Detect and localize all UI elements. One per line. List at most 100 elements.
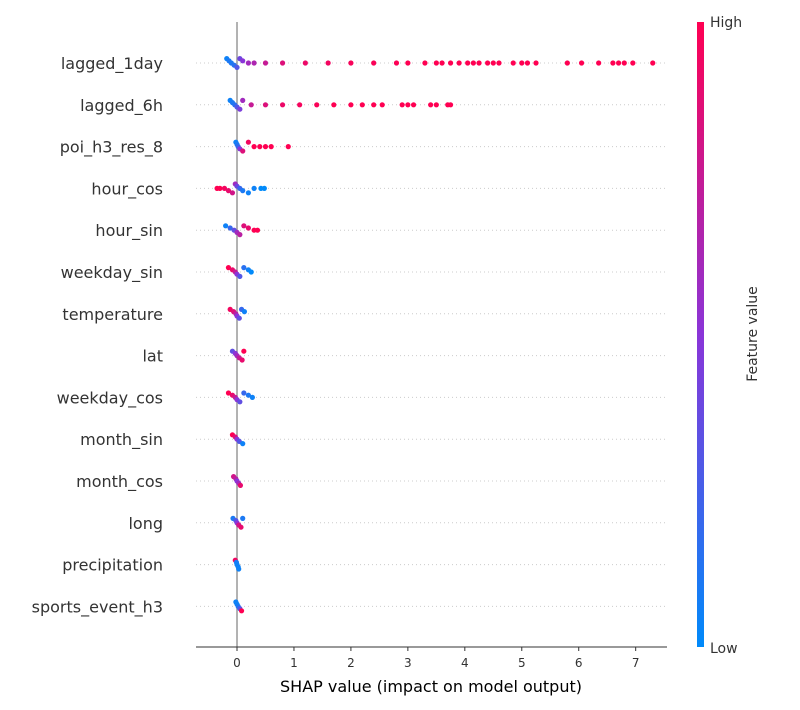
shap-point bbox=[410, 102, 417, 108]
shap-point bbox=[237, 106, 243, 112]
feature-label-temperature: temperature bbox=[62, 305, 163, 324]
shap-point bbox=[268, 144, 274, 150]
colorbar-title: Feature value bbox=[745, 286, 761, 382]
shap-point bbox=[490, 60, 496, 66]
shap-point bbox=[227, 225, 233, 231]
shap-point bbox=[225, 390, 232, 396]
feature-label-hour-cos: hour_cos bbox=[91, 179, 163, 199]
shap-point bbox=[331, 102, 337, 108]
x-tick-label: 2 bbox=[347, 656, 355, 670]
shap-point bbox=[470, 60, 476, 66]
shap-point bbox=[596, 60, 602, 66]
shap-point bbox=[405, 60, 411, 66]
shap-point bbox=[237, 232, 243, 238]
x-tick-label: 5 bbox=[518, 656, 526, 670]
shap-point bbox=[245, 190, 251, 196]
feature-label-precipitation: precipitation bbox=[62, 556, 163, 575]
x-axis: 0 1 2 3 4 5 6 7 bbox=[196, 646, 667, 670]
shap-point bbox=[238, 524, 244, 530]
feature-label-lagged-1day: lagged_1day bbox=[61, 54, 163, 74]
feature-label-long: long bbox=[128, 514, 163, 533]
x-tick-label: 6 bbox=[575, 656, 583, 670]
shap-point bbox=[240, 97, 246, 103]
shap-point bbox=[241, 390, 247, 396]
row-guides bbox=[196, 62, 667, 607]
x-ticks: 0 1 2 3 4 5 6 7 bbox=[233, 647, 639, 670]
shap-point bbox=[447, 102, 454, 108]
feature-label-lagged-6h: lagged_6h bbox=[80, 96, 163, 116]
x-tick-label: 1 bbox=[290, 656, 298, 670]
x-tick-label: 4 bbox=[461, 656, 469, 670]
shap-point bbox=[578, 60, 585, 66]
shap-point bbox=[433, 102, 439, 108]
shap-point bbox=[262, 102, 269, 108]
shap-point bbox=[405, 102, 411, 108]
shap-point bbox=[245, 60, 251, 66]
shap-point bbox=[251, 144, 257, 150]
shap-point bbox=[241, 348, 247, 354]
shap-point bbox=[456, 60, 462, 66]
shap-point bbox=[239, 357, 245, 363]
shap-point bbox=[225, 188, 232, 194]
shap-point bbox=[379, 102, 385, 108]
shap-point bbox=[248, 269, 254, 275]
points-layer bbox=[214, 56, 656, 614]
shap-point bbox=[225, 265, 232, 271]
shap-point bbox=[241, 265, 247, 271]
shap-point bbox=[254, 227, 261, 233]
shap-point bbox=[279, 102, 286, 108]
shap-point bbox=[325, 60, 331, 66]
shap-point bbox=[221, 185, 228, 191]
shap-point bbox=[285, 144, 291, 150]
shap-point bbox=[237, 273, 243, 279]
feature-labels: lagged_1day lagged_6h poi_h3_res_8 hour_cos… bbox=[32, 54, 163, 617]
shap-point bbox=[428, 102, 434, 108]
shap-point bbox=[240, 148, 246, 154]
shap-point bbox=[240, 441, 246, 447]
shap-point bbox=[245, 392, 251, 398]
shap-point bbox=[615, 60, 622, 66]
shap-point bbox=[433, 60, 439, 66]
colorbar: High Low Feature value bbox=[697, 15, 761, 657]
shap-point bbox=[564, 60, 570, 66]
feature-label-lat: lat bbox=[142, 347, 163, 366]
shap-point bbox=[245, 139, 251, 145]
shap-point bbox=[650, 60, 656, 66]
shap-point bbox=[241, 309, 248, 315]
colorbar-gradient bbox=[697, 22, 704, 647]
shap-point bbox=[217, 185, 223, 191]
shap-point bbox=[371, 60, 377, 66]
shap-point bbox=[237, 482, 244, 488]
shap-point bbox=[241, 223, 247, 229]
feature-label-sports-event-h3: sports_event_h3 bbox=[32, 597, 163, 617]
shap-point bbox=[519, 60, 525, 66]
shap-point bbox=[359, 102, 365, 108]
shap-point bbox=[240, 515, 246, 522]
colorbar-low-label: Low bbox=[710, 641, 738, 657]
shap-point bbox=[630, 60, 636, 66]
shap-point bbox=[261, 185, 267, 191]
feature-label-hour-sin: hour_sin bbox=[95, 221, 163, 241]
shap-point bbox=[262, 144, 269, 150]
shap-point bbox=[257, 144, 263, 150]
x-axis-title: SHAP value (impact on model output) bbox=[280, 677, 582, 696]
shap-point bbox=[236, 566, 242, 572]
x-tick-label: 0 bbox=[233, 656, 241, 670]
shap-point bbox=[262, 60, 269, 66]
feature-label-month-sin: month_sin bbox=[80, 430, 163, 450]
shap-point bbox=[439, 60, 445, 66]
shap-point bbox=[348, 60, 354, 66]
shap-point bbox=[476, 60, 482, 66]
shap-point bbox=[234, 64, 240, 70]
shap-point bbox=[393, 60, 400, 66]
feature-label-weekday-sin: weekday_sin bbox=[61, 263, 163, 283]
shap-point bbox=[297, 102, 303, 108]
shap-point bbox=[229, 190, 236, 196]
shap-point bbox=[249, 394, 255, 400]
colorbar-high-label: High bbox=[710, 15, 742, 31]
shap-point bbox=[302, 60, 308, 66]
shap-point bbox=[279, 60, 286, 66]
shap-point bbox=[248, 102, 254, 108]
shap-point bbox=[447, 60, 454, 66]
